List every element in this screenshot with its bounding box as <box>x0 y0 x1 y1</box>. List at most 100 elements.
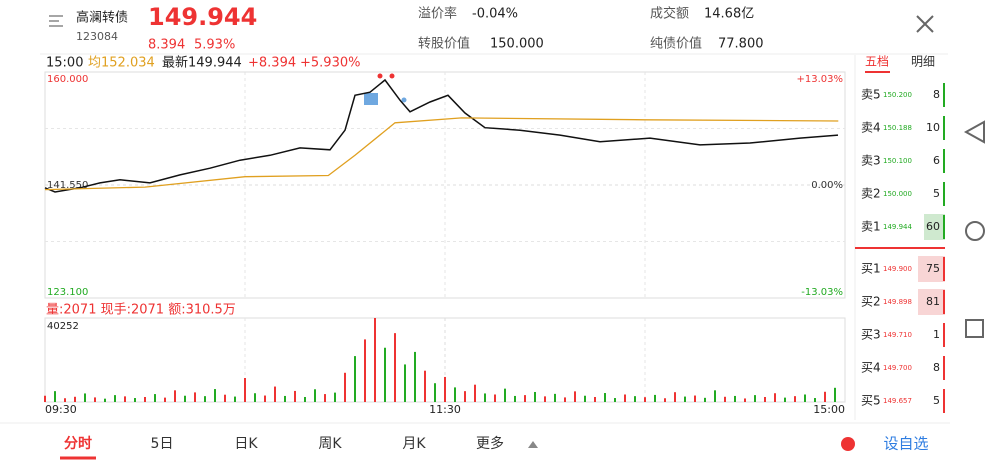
volume-bar <box>554 393 556 402</box>
conv-label: 转股价值 <box>418 36 470 52</box>
volume-bar <box>524 395 526 402</box>
volume-bar <box>794 396 796 402</box>
book-volume: 60 <box>926 220 940 233</box>
volume-bar <box>724 396 726 402</box>
volume-bar <box>264 395 266 402</box>
period-tab[interactable]: 5日 <box>151 436 174 452</box>
period-tab[interactable]: 日K <box>234 436 258 452</box>
volume-bar <box>564 397 566 402</box>
period-tab[interactable]: 月K <box>402 436 426 452</box>
x-tick-label: 11:30 <box>429 403 461 416</box>
info-latest: 最新149.944 <box>162 55 242 71</box>
period-tab[interactable]: 分时 <box>64 435 92 452</box>
book-label: 卖1 <box>861 220 881 234</box>
volume-bar <box>474 384 476 402</box>
volume-bar <box>134 398 136 402</box>
volume-bar <box>204 396 206 402</box>
change: 8.394 <box>148 38 185 53</box>
info-avg: 均152.034 <box>88 56 155 71</box>
stock-name: 高澜转债 <box>76 10 128 26</box>
volume-bar <box>614 398 616 402</box>
menu-icon[interactable] <box>49 15 63 27</box>
add-watchlist[interactable]: 设自选 <box>883 435 928 453</box>
volume-bar <box>374 318 376 402</box>
y-tick-label: 40252 <box>47 321 79 332</box>
book-price: 149.900 <box>883 265 912 273</box>
price-line <box>44 78 839 193</box>
back-button[interactable] <box>963 120 985 144</box>
volume-bar <box>774 393 776 402</box>
info-chg: +8.394 <box>248 56 296 71</box>
book-volume: 5 <box>933 394 940 407</box>
x-tick-label: 15:00 <box>813 403 845 416</box>
info-pct: +5.930% <box>300 56 360 71</box>
book-tab[interactable]: 五档 <box>865 55 889 69</box>
volume-bar <box>254 393 256 402</box>
recent-button[interactable] <box>965 319 984 338</box>
volume-bar <box>834 387 836 402</box>
home-button[interactable] <box>965 221 985 241</box>
y2-tick-label: +13.03% <box>796 74 843 85</box>
volume-bar <box>734 395 736 402</box>
book-volume: 10 <box>926 121 940 134</box>
x-tick-label: 09:30 <box>45 403 77 416</box>
volume-bar <box>684 396 686 402</box>
info-time: 15:00 <box>46 56 83 71</box>
period-tab[interactable]: 周K <box>318 436 342 452</box>
volume-bar <box>194 392 196 402</box>
volume-bar <box>544 396 546 402</box>
volume-title: 量:2071 现手:2071 额:310.5万 <box>46 303 236 318</box>
volume-bar <box>664 398 666 402</box>
volume-bar <box>444 376 446 402</box>
period-tab[interactable]: 更多 <box>476 435 504 452</box>
premium-label: 溢价率 <box>418 6 457 22</box>
volume-bar <box>604 393 606 402</box>
bs-icon <box>364 93 378 105</box>
book-volume: 8 <box>933 88 940 101</box>
book-label: 卖3 <box>861 154 881 168</box>
book-tab[interactable]: 明细 <box>911 55 935 69</box>
change-pct: 5.93% <box>194 38 235 53</box>
volume-bar <box>234 396 236 402</box>
book-price: 149.657 <box>883 397 912 405</box>
book-price: 150.200 <box>883 91 912 99</box>
volume-bar <box>164 397 166 402</box>
volume-bar <box>54 391 56 402</box>
volume-bar <box>74 396 76 402</box>
y-tick-label: 141.550 <box>47 180 88 191</box>
book-price: 149.710 <box>883 331 912 339</box>
volume-bar <box>644 397 646 402</box>
record-dot[interactable] <box>841 437 855 451</box>
book-label: 买3 <box>861 328 881 342</box>
close-button[interactable] <box>916 15 934 33</box>
book-label: 卖4 <box>861 121 881 135</box>
volume-bar <box>634 396 636 402</box>
volume-bar <box>784 397 786 402</box>
volume-bar <box>804 394 806 402</box>
volume-bar <box>814 398 816 402</box>
volume-bar <box>114 395 116 402</box>
volume-bar <box>44 395 46 402</box>
book-volume: 81 <box>926 295 940 308</box>
volume-bar <box>624 394 626 402</box>
volume-bar <box>584 395 586 402</box>
volume-bar <box>224 394 226 402</box>
book-volume: 6 <box>933 154 940 167</box>
conv: 150.000 <box>490 37 544 52</box>
volume-bar <box>64 398 66 402</box>
volume-bar <box>324 394 326 402</box>
book-volume: 1 <box>933 328 940 341</box>
volume-bar <box>574 391 576 402</box>
volume-bar <box>434 383 436 402</box>
volume-bar <box>364 339 366 402</box>
volume-bar <box>764 396 766 402</box>
volume-bar <box>104 398 106 402</box>
book-volume: 8 <box>933 361 940 374</box>
volume-bar <box>704 397 706 402</box>
volume-bar <box>504 388 506 402</box>
volume-bar <box>534 391 536 402</box>
volume-bar <box>824 391 826 402</box>
highlight <box>918 256 945 282</box>
volume-bar <box>244 378 246 402</box>
